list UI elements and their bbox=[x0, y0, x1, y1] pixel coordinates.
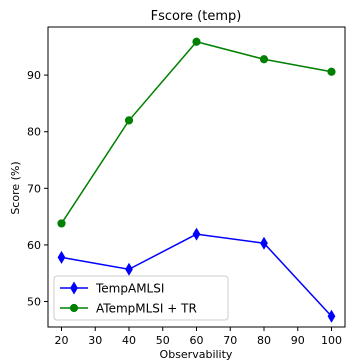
legend-swatch-marker bbox=[70, 281, 78, 295]
y-axis-label: Score (%) bbox=[9, 161, 22, 214]
legend-item: TempAMLSI bbox=[60, 282, 164, 296]
x-tick-label: 100 bbox=[321, 334, 342, 347]
x-tick-label: 30 bbox=[88, 334, 102, 347]
legend-item: ATempMLSI + TR bbox=[60, 302, 197, 316]
x-tick-label: 60 bbox=[190, 334, 204, 347]
data-point bbox=[192, 227, 201, 241]
x-tick-label: 40 bbox=[122, 334, 136, 347]
y-axis: 50 60 70 80 90 bbox=[27, 69, 48, 309]
series-0 bbox=[57, 227, 336, 323]
x-tick-label: 20 bbox=[55, 334, 69, 347]
y-tick-label: 70 bbox=[27, 182, 41, 195]
data-point bbox=[192, 37, 201, 46]
y-tick-label: 90 bbox=[27, 69, 41, 82]
y-tick-label: 50 bbox=[27, 296, 41, 309]
legend-box bbox=[53, 275, 229, 321]
legend-swatch-marker bbox=[69, 303, 79, 313]
data-point bbox=[259, 55, 269, 64]
legend-label: TempAMLSI bbox=[95, 282, 164, 296]
data-point bbox=[125, 262, 133, 276]
x-axis: 20 30 40 50 60 70 80 90 100 bbox=[55, 327, 342, 347]
x-tick-label: 50 bbox=[156, 334, 170, 347]
plot-frame bbox=[47, 26, 346, 328]
series-layer bbox=[57, 37, 336, 323]
data-point bbox=[124, 116, 134, 125]
data-point bbox=[327, 67, 336, 76]
y-tick-label: 60 bbox=[27, 239, 41, 252]
x-tick-label: 80 bbox=[257, 334, 271, 347]
data-point bbox=[57, 219, 66, 228]
series-line bbox=[60, 40, 332, 224]
chart-title: Fscore (temp) bbox=[151, 9, 242, 24]
x-tick-label: 90 bbox=[291, 334, 305, 347]
x-axis-label: Observability bbox=[160, 348, 233, 361]
series-1 bbox=[57, 37, 336, 228]
data-point bbox=[260, 236, 268, 250]
y-tick-label: 80 bbox=[27, 126, 41, 139]
x-tick-label: 70 bbox=[223, 334, 237, 347]
legend: TempAMLSI ATempMLSI + TR bbox=[53, 275, 229, 321]
data-point bbox=[57, 250, 66, 264]
legend-label: ATempMLSI + TR bbox=[96, 302, 197, 316]
data-point bbox=[327, 309, 336, 323]
